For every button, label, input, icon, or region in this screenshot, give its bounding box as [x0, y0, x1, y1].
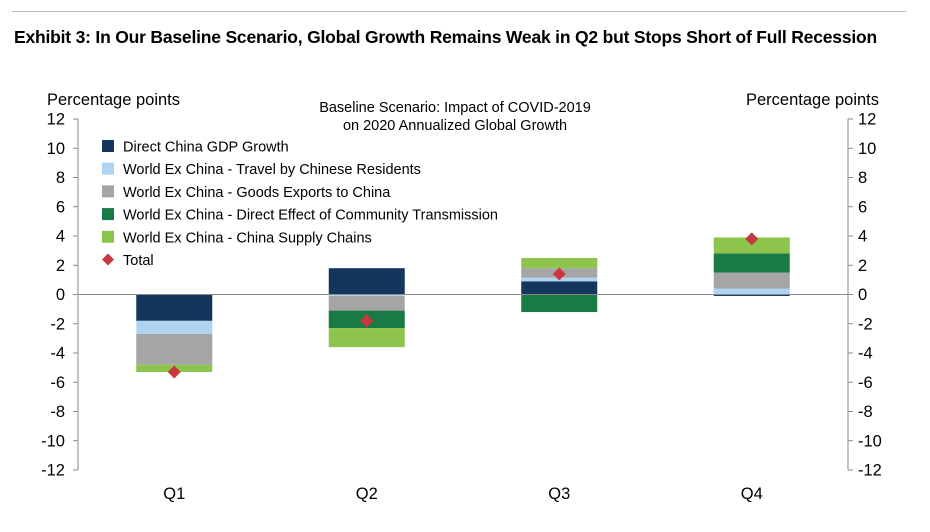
chart-title: Baseline Scenario: Impact of COVID-2019 [319, 100, 591, 116]
category-label: Q1 [163, 485, 185, 503]
right-tick-label: -2 [858, 315, 873, 333]
chart-subtitle: on 2020 Annualized Global Growth [343, 118, 567, 134]
bar-segment [713, 237, 790, 254]
right-tick-label: 6 [858, 198, 867, 216]
left-tick-label: 4 [56, 228, 65, 246]
legend-swatch [102, 185, 114, 198]
left-tick-label: 2 [56, 257, 65, 275]
bar-segment [136, 320, 213, 334]
right-tick-label: -4 [858, 345, 873, 363]
bar-segment [521, 294, 598, 313]
total-marker [360, 314, 374, 328]
legend-label: World Ex China - Goods Exports to China [123, 185, 391, 201]
left-tick-label: -2 [50, 315, 65, 333]
left-tick-label: 8 [56, 169, 65, 187]
total-marker [552, 267, 566, 281]
bar-segment [328, 294, 405, 296]
right-tick-label: 10 [858, 140, 876, 158]
total-marker [745, 232, 759, 246]
right-tick-label: -10 [858, 432, 882, 450]
legend-swatch [102, 162, 114, 175]
legend-swatch [102, 208, 114, 221]
category-label: Q4 [741, 485, 763, 503]
bar-segment [136, 294, 213, 321]
left-tick-label: 10 [47, 140, 65, 158]
right-tick-label: 0 [858, 286, 867, 304]
left-tick-label: -8 [50, 403, 65, 421]
bar-segment [328, 268, 405, 295]
right-tick-label: 8 [858, 169, 867, 187]
legend-label: Direct China GDP Growth [123, 140, 289, 156]
category-label: Q3 [548, 485, 570, 503]
legend-total-marker [102, 253, 114, 266]
right-tick-label: 12 [858, 111, 876, 129]
left-tick-label: 6 [56, 198, 65, 216]
exhibit-title: Exhibit 3: In Our Baseline Scenario, Glo… [14, 27, 877, 47]
bar-segment [713, 272, 790, 289]
legend: Direct China GDP Growth World Ex China - … [102, 140, 498, 269]
legend-swatch [102, 140, 114, 152]
category-label: Q2 [356, 485, 378, 503]
bar-segment [713, 288, 790, 295]
right-tick-label: -12 [858, 462, 882, 480]
legend-label: Total [123, 253, 154, 269]
legend-label: World Ex China - Direct Effect of Commun… [123, 208, 498, 224]
bar-segment [136, 333, 213, 365]
total-marker [167, 365, 181, 379]
right-tick-label: -8 [858, 403, 873, 421]
right-axis-label: Percentage points [746, 91, 879, 109]
bar-segment [713, 294, 790, 296]
left-tick-label: -10 [41, 432, 65, 450]
left-tick-label: -12 [41, 462, 65, 480]
bar-segment [713, 253, 790, 273]
left-tick-label: 12 [47, 111, 65, 129]
right-tick-label: 4 [858, 228, 867, 246]
bar-segment [328, 328, 405, 348]
legend-label: World Ex China - China Supply Chains [123, 230, 372, 246]
left-tick-label: -4 [50, 345, 65, 363]
right-tick-label: -6 [858, 374, 873, 392]
top-rule [12, 11, 906, 12]
left-axis-label: Percentage points [47, 91, 180, 109]
bar-segment [328, 295, 405, 311]
bar-segment [521, 281, 598, 295]
bar-segment [521, 257, 598, 269]
left-tick-label: -6 [50, 374, 65, 392]
right-tick-label: 2 [858, 257, 867, 275]
legend-label: World Ex China - Travel by Chinese Resid… [123, 162, 421, 178]
legend-swatch [102, 230, 114, 243]
left-tick-label: 0 [56, 286, 65, 304]
